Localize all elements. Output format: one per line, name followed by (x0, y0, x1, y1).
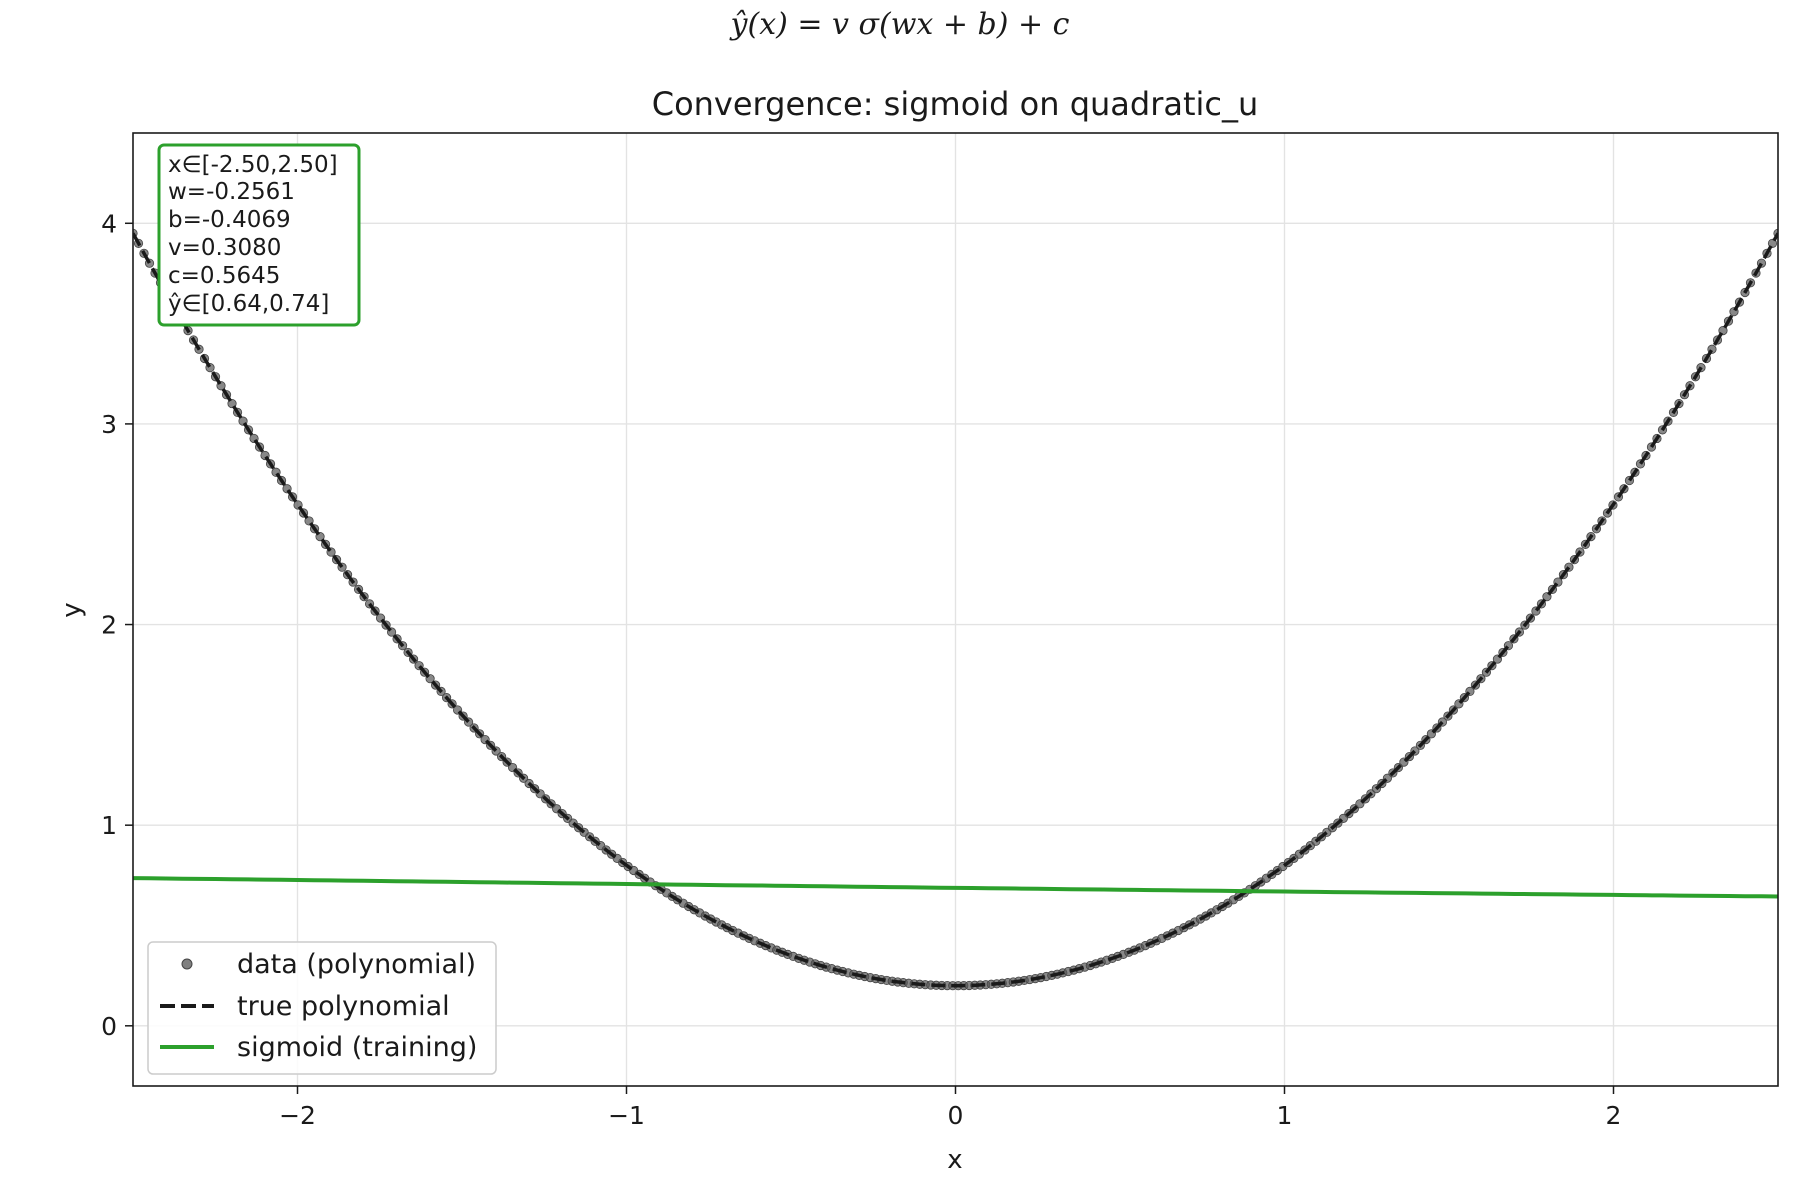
plot-series (133, 228, 1778, 991)
y-tick-label: 0 (101, 1012, 117, 1041)
info-line-v: v=0.3080 (168, 235, 281, 261)
parameter-info-box: x∈[-2.50,2.50] w=-0.2561 b=-0.4069 v=0.3… (157, 143, 361, 327)
legend-marker-data (181, 958, 193, 970)
axis-ticks: −2 −1 0 1 2 0 1 2 3 4 (101, 209, 1621, 1130)
x-tick-label: 2 (1606, 1101, 1622, 1130)
info-line-w: w=-0.2561 (168, 179, 295, 205)
y-tick-label: 1 (101, 811, 117, 840)
y-axis-label: y (57, 602, 87, 617)
legend-label-data: data (polynomial) (237, 949, 476, 980)
chart-suptitle: ŷ(x) = v σ(wx + b) + c (729, 7, 1070, 42)
true-polynomial-line (133, 232, 1778, 988)
data-point (1767, 238, 1778, 248)
sigmoid-training-line (133, 876, 1778, 899)
legend: data (polynomial) true polynomial sigmoi… (147, 941, 497, 1075)
info-line-b: b=-0.4069 (168, 207, 291, 233)
x-tick-label: 0 (948, 1101, 964, 1130)
plot-area (133, 228, 1778, 991)
y-tick-label: 2 (101, 611, 117, 640)
x-tick-label: −2 (279, 1101, 316, 1130)
info-line-c: c=0.5645 (168, 263, 280, 289)
y-tick-label: 4 (101, 209, 117, 238)
x-tick-label: −1 (608, 1101, 645, 1130)
info-line-x-range: x∈[-2.50,2.50] (168, 152, 338, 178)
info-box-frame (157, 143, 361, 327)
chart-title: Convergence: sigmoid on quadratic_u (652, 85, 1259, 123)
x-axis-label: x (947, 1145, 962, 1175)
data-point (227, 398, 237, 409)
legend-frame (147, 941, 497, 1075)
y-tick-label: 3 (101, 410, 117, 439)
info-line-yhat-range: ŷ∈[0.64,0.74] (168, 291, 329, 317)
legend-label-sigmoid: sigmoid (training) (237, 1032, 477, 1063)
x-tick-label: 1 (1277, 1101, 1293, 1130)
legend-label-true-polynomial: true polynomial (237, 991, 450, 1022)
